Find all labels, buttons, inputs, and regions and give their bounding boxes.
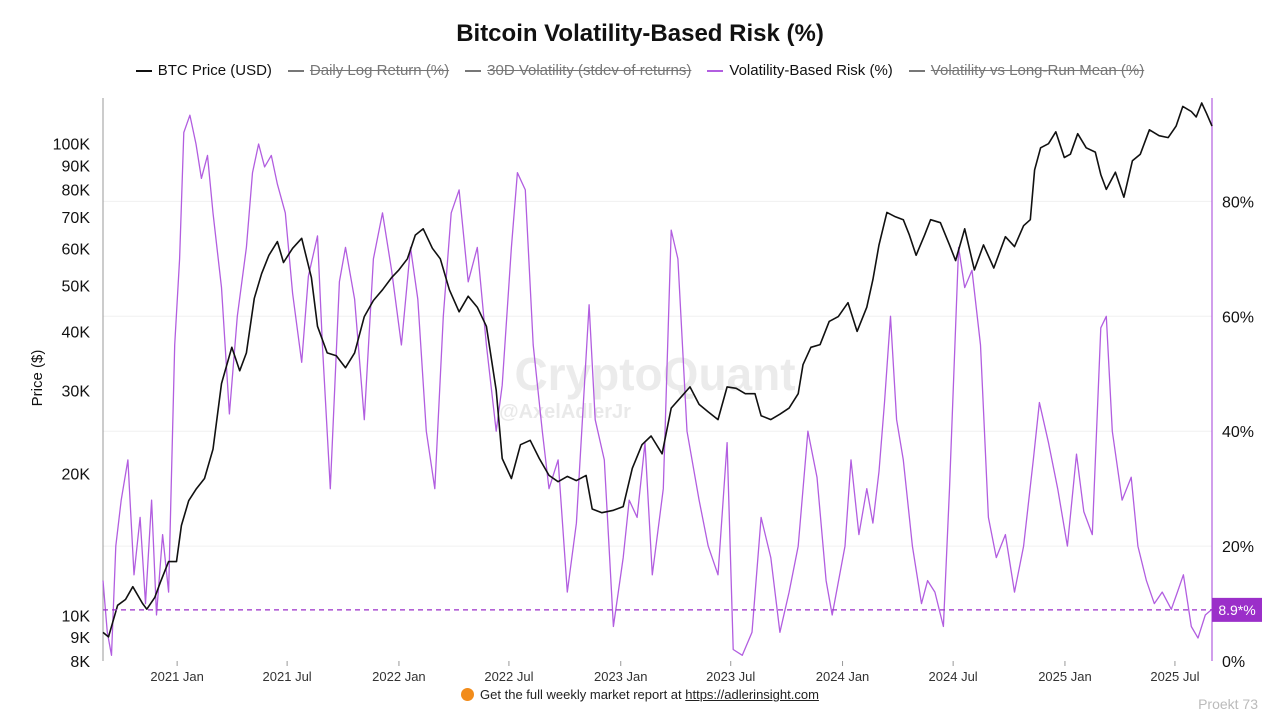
right-axis-ticks: 0% 20% 40% 60% 80% (1222, 194, 1254, 671)
legend-label: Volatility-Based Risk (%) (729, 62, 893, 79)
x-tick-label: 2022 Jul (484, 669, 533, 684)
report-link[interactable]: https://adlerinsight.com (685, 687, 819, 702)
legend-swatch (908, 69, 925, 72)
left-tick-label: 70K (62, 210, 91, 227)
risk-line (102, 114, 1213, 656)
right-tick-label: 60% (1222, 309, 1254, 326)
left-tick-label: 60K (62, 241, 91, 258)
footer-text: Get the full weekly market report at (480, 687, 686, 702)
left-tick-label: 9K (70, 630, 90, 647)
sun-icon (461, 688, 475, 701)
right-tick-label: 40% (1222, 424, 1254, 441)
watermark-handle-text: @AxelAdlerJr (499, 401, 631, 423)
legend-swatch (135, 69, 152, 72)
legend-swatch (287, 69, 304, 72)
footer: Get the full weekly market report at htt… (0, 687, 1280, 702)
legend-label: Volatility vs Long-Run Mean (%) (930, 62, 1145, 79)
left-axis-label: Price ($) (29, 350, 46, 407)
x-tick-label: 2024 Jul (929, 669, 978, 684)
legend: BTC Price (USD) Daily Log Return (%) 30D V… (0, 62, 1280, 79)
right-tick-label: 0% (1222, 654, 1245, 671)
left-tick-label: 10K (62, 608, 91, 625)
legend-swatch (465, 69, 482, 72)
left-tick-label: 40K (62, 324, 91, 341)
axes (102, 98, 1213, 661)
left-axis-ticks: 8K 9K 10K 20K 30K 40K 50K 60K 70K 80K 90K 100K (53, 137, 91, 671)
left-tick-label: 8K (70, 654, 90, 671)
left-tick-label: 80K (62, 182, 91, 199)
right-tick-label: 20% (1222, 539, 1254, 556)
gridlines (103, 200, 1212, 547)
x-tick-label: 2023 Jul (706, 669, 755, 684)
legend-label: Daily Log Return (%) (309, 62, 450, 79)
series (102, 102, 1213, 656)
x-tick-label: 2021 Jan (150, 669, 204, 684)
x-tick-label: 2025 Jul (1150, 669, 1199, 684)
chart-title: Bitcoin Volatility-Based Risk (%) (456, 20, 824, 47)
corner-watermark: Proekt 73 (1198, 696, 1258, 712)
left-tick-label: 20K (62, 466, 91, 483)
legend-label: BTC Price (USD) (157, 62, 272, 79)
watermark-logo-text: CryptoQuant (514, 348, 795, 400)
x-tick-label: 2023 Jan (594, 669, 648, 684)
watermark: CryptoQuant @AxelAdlerJr (499, 348, 795, 423)
watermark-badge: Proekt 73 (1198, 696, 1258, 712)
legend-item-3[interactable]: Volatility-Based Risk (%) (707, 62, 893, 79)
legend-swatch (707, 69, 724, 72)
current-risk-marker: 8.9*% (103, 597, 1262, 622)
x-axis-ticks: 2021 Jan 2021 Jul 2022 Jan 2022 Jul 2023 Jan… (150, 661, 1200, 684)
current-risk-badge (1212, 597, 1262, 622)
x-tick-label: 2024 Jan (816, 669, 870, 684)
x-tick-label: 2025 Jan (1038, 669, 1092, 684)
right-tick-label: 80% (1222, 194, 1254, 211)
legend-item-0[interactable]: BTC Price (USD) (135, 62, 272, 79)
legend-label: 30D Volatility (stdev of returns) (487, 62, 692, 79)
x-tick-label: 2021 Jul (263, 669, 312, 684)
x-tick-label: 2022 Jan (372, 669, 426, 684)
left-tick-label: 30K (62, 383, 91, 400)
current-risk-label: 8.9*% (1218, 602, 1255, 618)
legend-item-4[interactable]: Volatility vs Long-Run Mean (%) (908, 62, 1145, 79)
left-tick-label: 90K (62, 158, 91, 175)
left-tick-label: 50K (62, 279, 91, 296)
legend-item-2[interactable]: 30D Volatility (stdev of returns) (465, 62, 691, 79)
btc-price-line (102, 102, 1213, 638)
left-tick-label: 100K (53, 137, 91, 154)
legend-item-1[interactable]: Daily Log Return (%) (287, 62, 450, 79)
